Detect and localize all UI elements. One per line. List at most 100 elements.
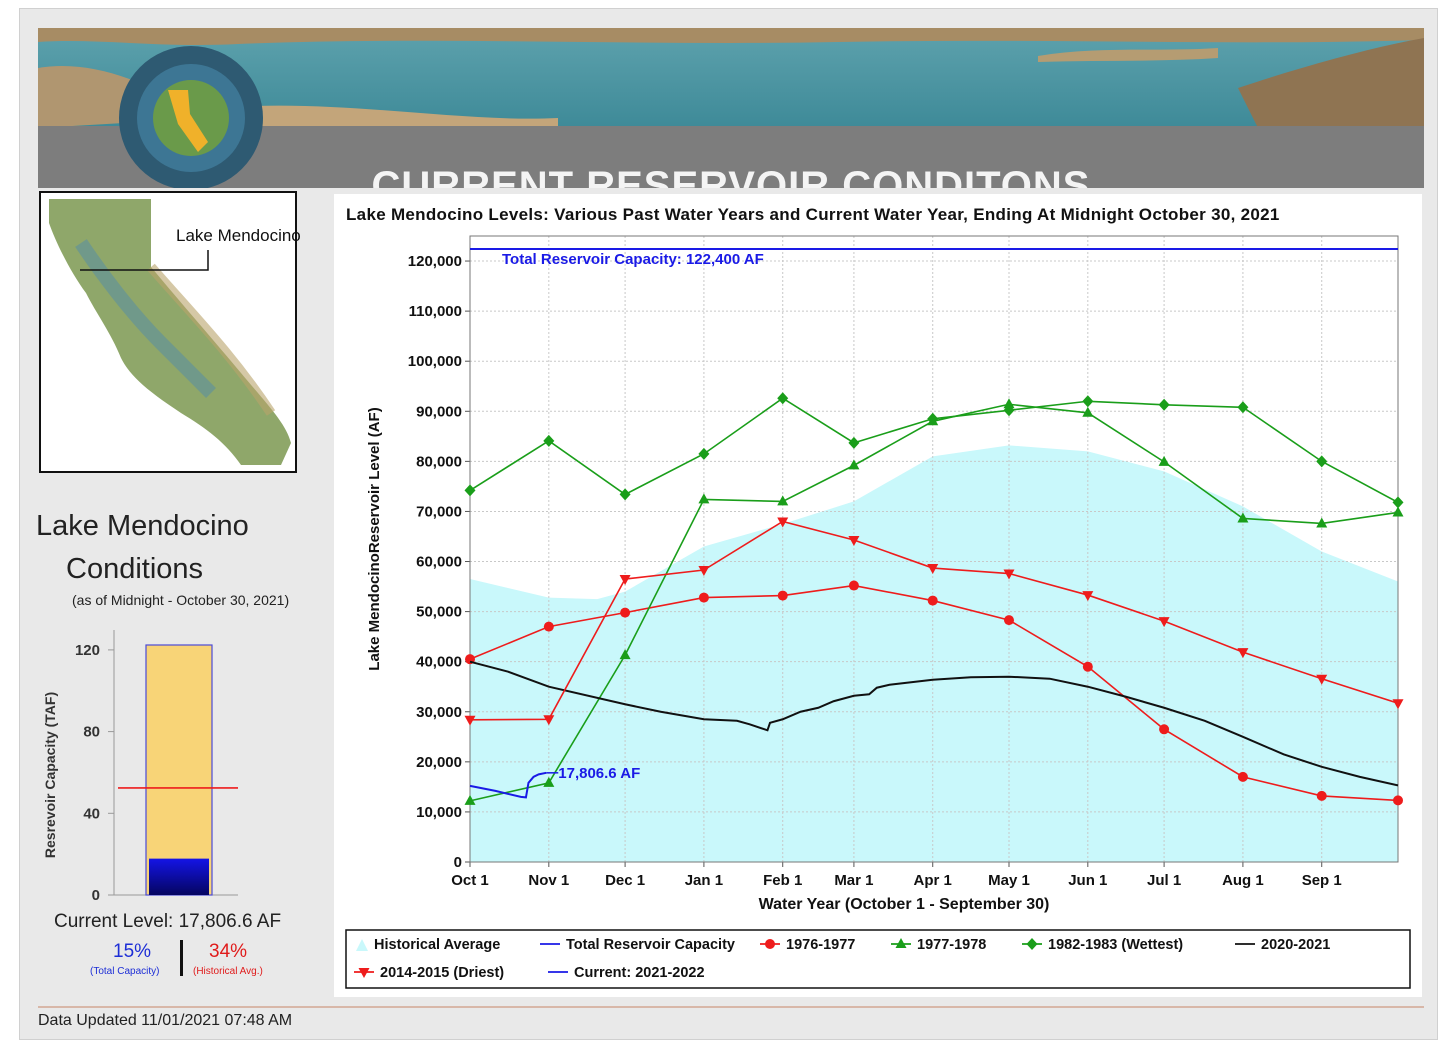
x-tick-label: Jul 1 bbox=[1147, 872, 1181, 889]
data-point bbox=[1316, 674, 1328, 685]
data-point bbox=[1316, 517, 1328, 528]
conditions-title-line1: Lake Mendocino bbox=[36, 510, 249, 542]
data-point bbox=[464, 484, 476, 497]
data-point bbox=[1082, 591, 1094, 602]
data-point bbox=[464, 794, 476, 805]
data-point bbox=[1392, 496, 1404, 509]
data-point bbox=[1003, 569, 1015, 580]
y-tick-label: 100,000 bbox=[408, 353, 462, 370]
data-updated: Data Updated 11/01/2021 07:48 AM bbox=[38, 1012, 293, 1029]
california-map bbox=[39, 191, 297, 473]
map-pointer bbox=[80, 250, 209, 271]
data-point bbox=[777, 517, 789, 528]
series-line bbox=[469, 660, 1399, 787]
data-point bbox=[848, 580, 859, 591]
x-tick-label: Oct 1 bbox=[451, 872, 489, 889]
percent-total-capacity-label: (Total Capacity) bbox=[90, 966, 160, 977]
data-point bbox=[1393, 795, 1403, 806]
legend-item: Total Reservoir Capacity bbox=[540, 937, 735, 953]
data-point bbox=[848, 459, 860, 470]
x-tick-label: Nov 1 bbox=[528, 872, 569, 889]
series-1976-1977 bbox=[465, 580, 1403, 806]
legend-item: 1976-1977 bbox=[760, 937, 855, 953]
y-tick-label: 80,000 bbox=[416, 453, 462, 470]
data-point bbox=[698, 447, 710, 460]
data-point bbox=[927, 595, 938, 606]
y-tick-label: 70,000 bbox=[416, 503, 462, 520]
percent-total-capacity: 15% bbox=[113, 941, 152, 962]
chart-title: Lake Mendocino Levels: Various Past Wate… bbox=[346, 205, 1280, 224]
gauge-y-axis-label: Resrevoir Capacity (TAF) bbox=[42, 692, 58, 858]
data-point bbox=[848, 535, 860, 546]
x-tick-label: Jan 1 bbox=[685, 872, 723, 889]
legend-label: 1976-1977 bbox=[786, 937, 855, 953]
legend-item: Current: 2021-2022 bbox=[548, 965, 705, 981]
data-point bbox=[543, 715, 555, 726]
data-point bbox=[1316, 455, 1328, 468]
current-level: Current Level: 17,806.6 AF bbox=[54, 911, 282, 932]
gauge-tick-label: 120 bbox=[75, 642, 100, 659]
x-tick-label: Sep 1 bbox=[1302, 872, 1342, 889]
data-point bbox=[848, 436, 860, 449]
legend-marker bbox=[1026, 938, 1038, 950]
data-point bbox=[1159, 724, 1170, 735]
legend: Historical Average Total Reservoir Capaci… bbox=[345, 929, 1411, 989]
gauge-tick-label: 0 bbox=[92, 887, 100, 904]
data-point bbox=[543, 776, 555, 787]
lake-photo bbox=[38, 28, 1424, 188]
historical-average-area bbox=[470, 445, 1398, 862]
legend-box bbox=[345, 929, 1411, 989]
data-point bbox=[1237, 648, 1249, 659]
data-point bbox=[1004, 615, 1015, 626]
dwr-seal-icon bbox=[119, 46, 263, 188]
legend-marker bbox=[765, 939, 775, 949]
x-tick-label: Apr 1 bbox=[914, 872, 952, 889]
y-tick-label: 60,000 bbox=[416, 554, 462, 571]
y-tick-label: 0 bbox=[454, 854, 462, 871]
legend-label: 2014-2015 (Driest) bbox=[380, 965, 504, 981]
capacity-gauge: 0 40 80 120 Resrevoir Capacity (TAF) bbox=[42, 630, 238, 904]
conditions-as-of: (as of Midnight - October 30, 2021) bbox=[72, 592, 290, 608]
legend-swatch bbox=[356, 939, 368, 951]
data-point bbox=[1003, 398, 1015, 409]
data-point bbox=[1392, 506, 1404, 517]
data-point bbox=[619, 649, 631, 660]
legend-label: Current: 2021-2022 bbox=[574, 965, 705, 981]
data-point bbox=[1158, 398, 1170, 411]
legend-item: 2014-2015 (Driest) bbox=[354, 965, 504, 981]
series-1982-1983-wettest- bbox=[464, 392, 1404, 509]
legend-marker bbox=[895, 938, 907, 948]
x-tick-label: Aug 1 bbox=[1222, 872, 1264, 889]
y-tick-label: 40,000 bbox=[416, 654, 462, 671]
legend-label: 1982-1983 (Wettest) bbox=[1048, 937, 1183, 953]
conditions-title-line2: Conditions bbox=[66, 553, 204, 585]
data-point bbox=[777, 495, 789, 506]
y-tick-label: 10,000 bbox=[416, 804, 462, 821]
california-map-image bbox=[41, 193, 295, 471]
data-point bbox=[543, 434, 555, 447]
data-point bbox=[777, 392, 789, 405]
data-point bbox=[1392, 699, 1404, 710]
data-point bbox=[698, 592, 709, 603]
x-tick-label: Feb 1 bbox=[763, 872, 802, 889]
legend-label: Historical Average bbox=[374, 937, 500, 953]
current-annotation: 17,806.6 AF bbox=[558, 765, 640, 782]
legend-item: Historical Average bbox=[356, 937, 500, 953]
plot-border bbox=[469, 235, 1399, 863]
series-2020-2021 bbox=[469, 660, 1399, 787]
page-title: CURRENT RESERVOIR CONDITONS bbox=[371, 164, 1091, 188]
percent-historical-avg: 34% bbox=[209, 941, 248, 962]
x-tick-label: Jun 1 bbox=[1068, 872, 1107, 889]
data-point bbox=[927, 412, 939, 425]
gauge-tick-label: 40 bbox=[83, 805, 100, 822]
data-point bbox=[1316, 790, 1327, 801]
data-point bbox=[464, 715, 476, 726]
gauge-current-level-bar bbox=[149, 858, 209, 895]
gauge-tick-label: 80 bbox=[83, 724, 100, 741]
x-tick-label: Dec 1 bbox=[605, 872, 645, 889]
data-point bbox=[927, 564, 939, 575]
y-tick-label: 50,000 bbox=[416, 604, 462, 621]
y-tick-label: 30,000 bbox=[416, 704, 462, 721]
legend-label: Total Reservoir Capacity bbox=[566, 937, 735, 953]
legend-item: 1982-1983 (Wettest) bbox=[1022, 937, 1183, 953]
